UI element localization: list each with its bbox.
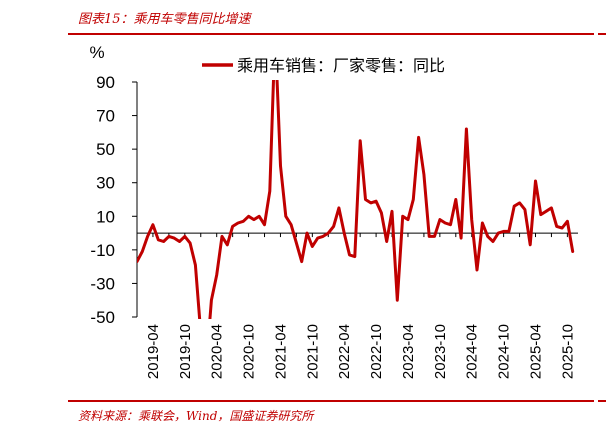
- x-tick-label: 2021-10: [304, 324, 321, 379]
- bottom-rule: [68, 400, 594, 402]
- figure-source: 资料来源：乘联会，Wind，国盛证券研究所: [78, 409, 314, 423]
- series-line: [137, 80, 575, 319]
- x-tick-label: 2023-04: [400, 324, 417, 379]
- legend-label: 乘用车销售：厂家零售：同比: [237, 56, 445, 75]
- series-lines: [137, 80, 575, 319]
- y-tick-label: 90: [96, 73, 115, 92]
- x-tick-label: 2020-04: [209, 324, 226, 379]
- y-tick-label: -30: [90, 274, 115, 293]
- x-tick-label: 2019-10: [177, 324, 194, 379]
- figure-title: 图表15：乘用车零售同比增速: [78, 12, 251, 27]
- x-tick-label: 2021-04: [272, 324, 289, 379]
- x-tick-label: 2023-10: [432, 324, 449, 379]
- y-axis-unit-label: %: [89, 43, 104, 62]
- bottom-rule-end: [598, 400, 606, 402]
- y-tick-label: 30: [96, 174, 115, 193]
- x-tick-label: 2025-04: [527, 324, 544, 379]
- x-tick-label: 2019-04: [145, 324, 162, 379]
- y-axis: -50 -30 -10 10 30 50 70 90%: [89, 43, 138, 327]
- y-tick-label: 70: [96, 107, 115, 126]
- x-tick-label: 2022-04: [336, 324, 353, 379]
- y-tick-label: 50: [96, 140, 115, 159]
- x-tick-label: 2022-10: [368, 324, 385, 379]
- x-tick-label: 2024-04: [464, 324, 481, 379]
- y-tick-label: -10: [90, 241, 115, 260]
- top-rule: [68, 33, 594, 35]
- y-tick-label: -50: [90, 308, 115, 327]
- x-tick-label: 2020-10: [241, 324, 258, 379]
- x-tick-label: 2024-10: [496, 324, 513, 379]
- top-rule-end: [598, 33, 606, 35]
- legend: 乘用车销售：厂家零售：同比: [202, 56, 445, 75]
- y-tick-label: 10: [96, 207, 115, 226]
- x-axis: 2019-04 2019-10 2020-04 2020-10 2021-04 2021-…: [136, 232, 578, 379]
- x-tick-label: 2025-10: [559, 324, 576, 379]
